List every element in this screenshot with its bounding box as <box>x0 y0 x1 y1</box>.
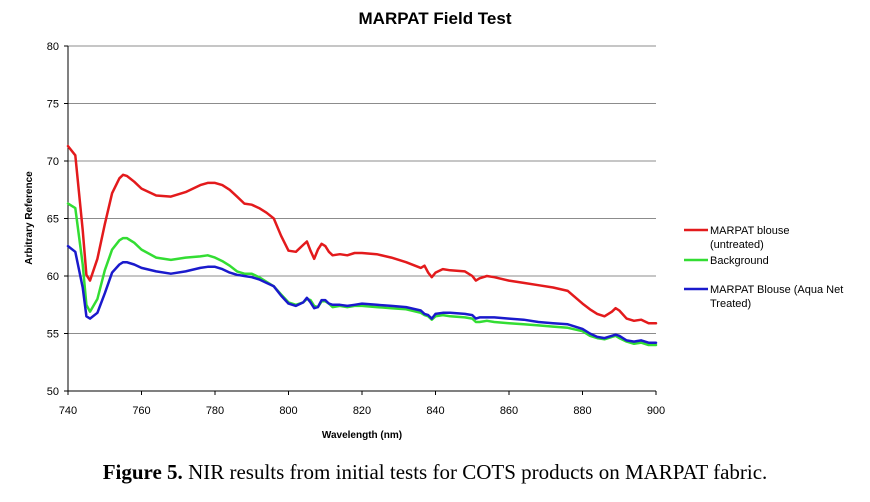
figure-caption: Figure 5. NIR results from initial tests… <box>0 460 870 485</box>
series-lines <box>66 144 658 347</box>
chart-title: MARPAT Field Test <box>359 9 512 28</box>
x-tick-label: 900 <box>647 405 665 417</box>
y-tick-label: 80 <box>47 41 59 53</box>
legend: MARPAT blouse (untreated) Background MAR… <box>684 225 843 310</box>
y-axis-ticks: 50 55 60 65 70 75 80 <box>47 41 68 398</box>
y-tick-label: 75 <box>47 99 59 111</box>
figure-caption-label: Figure 5. <box>102 460 183 484</box>
series-line-untreated <box>66 144 658 325</box>
x-tick-label: 760 <box>132 405 150 417</box>
x-tick-label: 820 <box>353 405 371 417</box>
legend-label-aqua-net-line2: Treated) <box>710 298 751 310</box>
figure-caption-text: NIR results from initial tests for COTS … <box>188 460 768 484</box>
x-axis-ticks: 740 760 780 800 820 840 860 880 900 <box>59 391 665 417</box>
y-tick-label: 55 <box>47 329 59 341</box>
y-tick-label: 60 <box>47 271 59 283</box>
legend-label-untreated-line1: MARPAT blouse <box>710 225 789 237</box>
y-tick-label: 65 <box>47 214 59 226</box>
x-tick-label: 740 <box>59 405 77 417</box>
x-tick-label: 800 <box>279 405 297 417</box>
series-line-aqua-net <box>66 244 658 344</box>
x-tick-label: 880 <box>573 405 591 417</box>
x-tick-label: 860 <box>500 405 518 417</box>
x-axis-title: Wavelength (nm) <box>322 430 402 441</box>
y-tick-label: 70 <box>47 156 59 168</box>
x-tick-label: 840 <box>426 405 444 417</box>
y-axis-title: Arbitrary Reference <box>24 171 35 265</box>
legend-label-background: Background <box>710 255 769 267</box>
legend-label-aqua-net-line1: MARPAT Blouse (Aqua Net <box>710 284 843 296</box>
grid-lines <box>68 45 656 334</box>
legend-label-untreated-line2: (untreated) <box>710 239 764 251</box>
x-tick-label: 780 <box>206 405 224 417</box>
y-tick-label: 50 <box>47 386 59 398</box>
